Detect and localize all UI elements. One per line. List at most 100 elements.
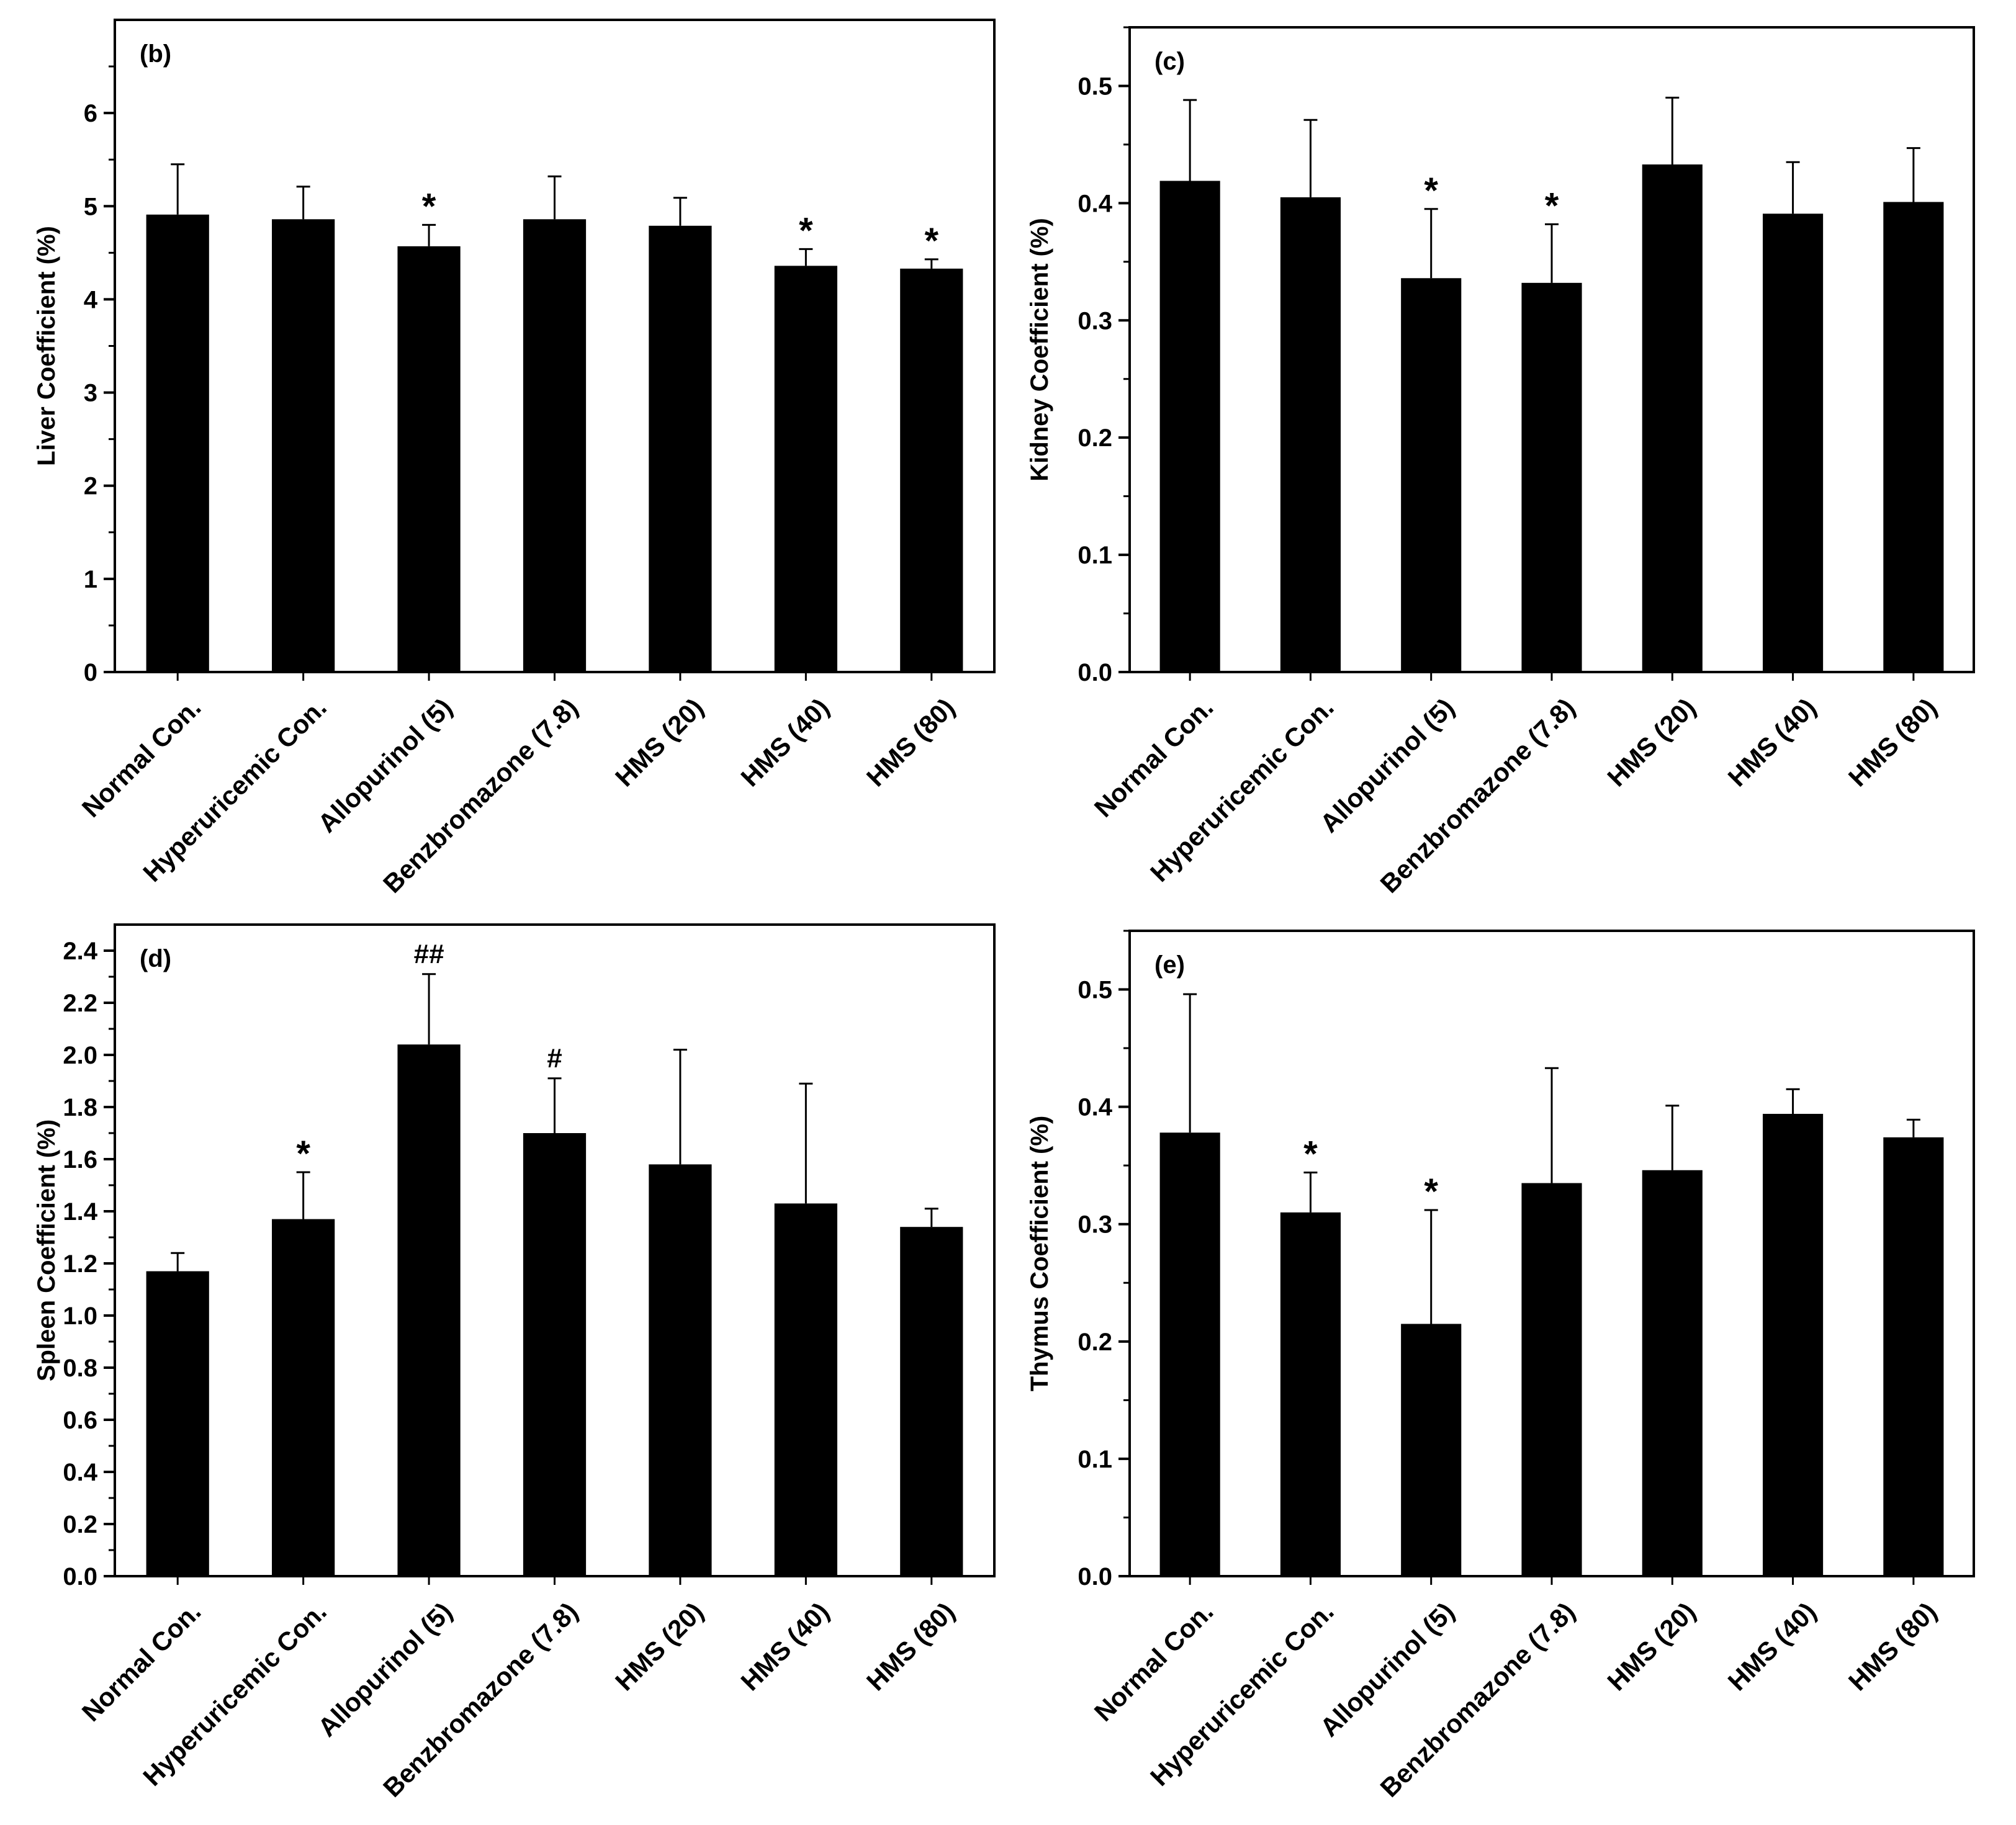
x-tick-label: HMS (80)	[1843, 1597, 1942, 1696]
y-tick-label: 2.0	[63, 1042, 97, 1069]
bar	[272, 1219, 335, 1576]
x-tick-label: Allopurinol (5)	[312, 693, 458, 838]
panel-label: (e)	[1154, 951, 1185, 979]
bar	[523, 1133, 587, 1576]
x-tick-label: Normal Con.	[76, 693, 207, 823]
bar	[1763, 213, 1824, 672]
significance-mark: *	[924, 221, 938, 261]
bar	[1280, 197, 1341, 672]
y-tick-label: 0.5	[1078, 977, 1112, 1004]
bar	[900, 268, 963, 672]
x-tick-label: Normal Con.	[1089, 1597, 1219, 1727]
bar	[649, 1164, 712, 1576]
bar	[397, 246, 461, 672]
bar	[1159, 1132, 1220, 1576]
y-tick-label: 0.1	[1078, 1446, 1112, 1473]
x-tick-label: HMS (20)	[1601, 1597, 1701, 1696]
x-tick-label: Normal Con.	[1089, 693, 1219, 823]
y-tick-label: 0.5	[1078, 73, 1112, 100]
y-tick-label: 1.2	[63, 1250, 97, 1278]
y-tick-label: 1.4	[63, 1198, 97, 1226]
x-tick-label: HMS (80)	[861, 1597, 960, 1696]
y-tick-label: 2.4	[63, 938, 97, 965]
panel-label: (c)	[1154, 48, 1185, 75]
x-tick-label: Normal Con.	[76, 1597, 207, 1727]
y-tick-label: 0.6	[63, 1407, 97, 1434]
bar	[1401, 1324, 1462, 1576]
bar	[1642, 1170, 1703, 1576]
y-tick-label: 0	[84, 659, 97, 686]
significance-mark: #	[547, 1043, 562, 1074]
y-tick-label: 0.0	[1078, 1563, 1112, 1590]
significance-mark: ##	[414, 939, 444, 969]
y-tick-label: 0.0	[63, 1563, 97, 1590]
panel-label: (d)	[140, 945, 171, 972]
bar	[774, 266, 837, 672]
x-tick-label: HMS (80)	[1843, 693, 1942, 792]
bar	[146, 1271, 209, 1576]
bar	[1401, 278, 1462, 672]
y-tick-label: 0.0	[1078, 659, 1112, 686]
y-tick-label: 1.8	[63, 1094, 97, 1121]
bar	[900, 1227, 963, 1576]
panel-label: (b)	[140, 40, 171, 68]
x-tick-label: HMS (20)	[610, 693, 709, 792]
x-tick-label: HMS (40)	[735, 1597, 834, 1696]
x-tick-label: HMS (40)	[735, 693, 834, 792]
bar	[1642, 164, 1703, 672]
x-tick-label: Benzbromazone (7.8)	[1374, 1597, 1580, 1803]
y-tick-label: 0.4	[63, 1459, 97, 1486]
y-tick-label: 1	[84, 566, 97, 593]
x-tick-label: HMS (20)	[1601, 693, 1701, 792]
chart-panel: 0.0 0.2 0.4 0.6 0.8 1.0 1.2 1.4 1.6 1.8 2.0 2.2 2.4 S…	[33, 923, 996, 1803]
bar	[523, 219, 587, 672]
bar	[1883, 202, 1944, 672]
y-tick-label: 0.1	[1078, 542, 1112, 569]
y-tick-label: 3	[84, 380, 97, 407]
bar	[146, 214, 209, 672]
x-tick-label: HMS (40)	[1722, 693, 1822, 792]
bar	[272, 219, 335, 672]
y-tick-label: 0.2	[1078, 424, 1112, 452]
y-tick-label: 5	[84, 193, 97, 220]
y-tick-label: 1.6	[63, 1146, 97, 1173]
y-axis-title: Liver Coefficient (%)	[33, 226, 60, 466]
significance-mark: *	[296, 1134, 310, 1174]
significance-mark: *	[1424, 1172, 1438, 1212]
y-tick-label: 0.4	[1078, 190, 1112, 217]
bar	[1763, 1113, 1824, 1576]
y-tick-label: 2.2	[63, 990, 97, 1017]
chart-panel: 0.0 0.1 0.2 0.3 0.4 0.5 Kidney Coefficient (%)…	[1026, 26, 1975, 899]
bar	[1883, 1137, 1944, 1576]
bar	[649, 225, 712, 673]
y-tick-label: 4	[84, 286, 98, 313]
y-tick-label: 0.2	[63, 1511, 97, 1538]
y-tick-label: 0.8	[63, 1355, 97, 1382]
chart-panel: 0 1 2 3 4 5 6 Liver Coefficient (%) (b) Normal Co…	[33, 19, 996, 899]
significance-mark: *	[1303, 1134, 1318, 1175]
significance-mark: *	[799, 210, 813, 251]
y-tick-label: 0.3	[1078, 1211, 1112, 1239]
y-tick-label: 2	[84, 473, 97, 500]
bar	[397, 1044, 461, 1576]
y-axis-title: Thymus Coefficient (%)	[1026, 1116, 1053, 1391]
y-tick-label: 0.3	[1078, 307, 1112, 334]
significance-mark: *	[1545, 186, 1559, 226]
x-tick-label: Allopurinol (5)	[312, 1597, 458, 1742]
bar	[1521, 282, 1582, 673]
chart-panel: 0.0 0.1 0.2 0.3 0.4 0.5 Thymus Coefficient (%)…	[1026, 930, 1975, 1803]
x-tick-label: Benzbromazone (7.8)	[1374, 693, 1580, 899]
bar	[774, 1203, 837, 1576]
y-axis-title: Spleen Coefficient (%)	[33, 1119, 60, 1381]
significance-mark: *	[422, 186, 436, 226]
x-tick-label: HMS (20)	[610, 1597, 709, 1696]
bar	[1280, 1212, 1341, 1576]
x-tick-label: HMS (80)	[861, 693, 960, 792]
x-tick-label: HMS (40)	[1722, 1597, 1822, 1696]
bar	[1159, 181, 1220, 672]
significance-mark: *	[1424, 171, 1438, 211]
y-tick-label: 6	[84, 100, 97, 127]
bar	[1521, 1183, 1582, 1576]
y-axis-title: Kidney Coefficient (%)	[1026, 218, 1053, 481]
